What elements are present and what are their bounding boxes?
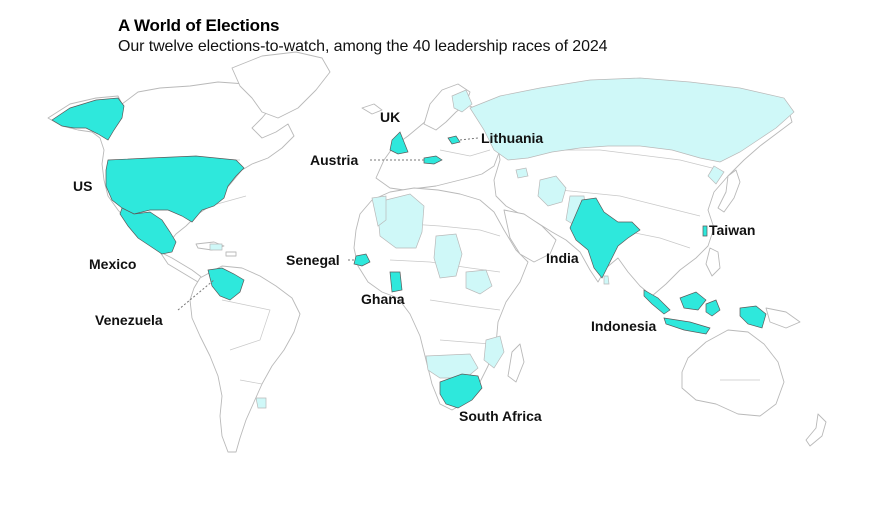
label-indonesia: Indonesia bbox=[591, 318, 657, 334]
label-taiwan: Taiwan bbox=[709, 222, 755, 238]
south-sudan-region bbox=[465, 269, 493, 295]
algeria-region bbox=[371, 195, 387, 227]
label-ghana: Ghana bbox=[361, 291, 405, 307]
iceland-landmass bbox=[361, 103, 383, 115]
central-america-landmass bbox=[159, 251, 207, 283]
australia-landmass bbox=[681, 329, 785, 417]
new-zealand-landmass bbox=[805, 413, 827, 447]
country-us[interactable] bbox=[105, 155, 245, 223]
sri-lanka-region bbox=[603, 275, 610, 285]
madagascar-landmass bbox=[507, 343, 525, 383]
philippines-landmass bbox=[705, 247, 721, 277]
label-south-africa: South Africa bbox=[459, 408, 542, 424]
country-mexico[interactable] bbox=[119, 207, 177, 255]
russia-region bbox=[469, 77, 795, 163]
label-us: US bbox=[73, 178, 92, 194]
country-taiwan[interactable] bbox=[702, 225, 708, 237]
country-us-alaska[interactable] bbox=[51, 97, 125, 141]
chart-title: A World of Elections bbox=[118, 16, 280, 35]
country-senegal[interactable] bbox=[353, 253, 371, 267]
country-uk[interactable] bbox=[389, 131, 409, 155]
alaska-to-russia-strip bbox=[707, 165, 725, 185]
label-lithuania: Lithuania bbox=[481, 130, 543, 146]
label-senegal: Senegal bbox=[286, 252, 340, 268]
new-guinea-landmass bbox=[765, 307, 801, 329]
leader-line-lithuania bbox=[459, 137, 479, 141]
country-venezuela[interactable] bbox=[207, 267, 245, 301]
country-india[interactable] bbox=[569, 197, 641, 279]
label-mexico: Mexico bbox=[89, 256, 136, 272]
label-austria: Austria bbox=[310, 152, 358, 168]
label-india: India bbox=[546, 250, 579, 266]
label-venezuela: Venezuela bbox=[95, 312, 163, 328]
mozambique-region bbox=[483, 335, 505, 369]
georgia-region bbox=[515, 167, 529, 179]
chad-region bbox=[433, 233, 463, 279]
uruguay-region bbox=[255, 397, 267, 409]
country-austria[interactable] bbox=[423, 155, 443, 165]
chart-subtitle: Our twelve elections-to-watch, among the… bbox=[118, 38, 608, 55]
greenland-landmass bbox=[231, 51, 331, 119]
country-ghana[interactable] bbox=[389, 271, 403, 293]
japan-landmass bbox=[717, 169, 741, 213]
arabian-peninsula bbox=[503, 209, 557, 263]
south-america-landmass bbox=[189, 265, 301, 453]
country-lithuania[interactable] bbox=[447, 135, 461, 145]
country-south-africa[interactable] bbox=[439, 373, 483, 409]
finland-region bbox=[451, 89, 473, 113]
panama-dominican-region bbox=[209, 243, 223, 251]
country-indonesia[interactable] bbox=[643, 289, 767, 335]
iran-region bbox=[537, 175, 567, 207]
label-uk: UK bbox=[380, 109, 400, 125]
